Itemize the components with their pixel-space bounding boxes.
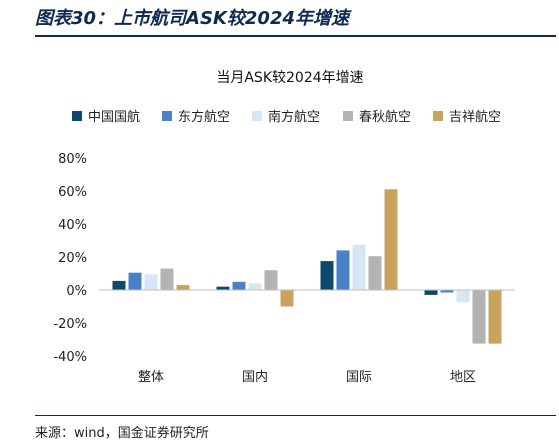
bar-1-2 (216, 286, 230, 290)
y-tick-label: 60% (58, 185, 87, 200)
y-tick-label: 40% (58, 218, 87, 233)
legend-label: 南方航空 (268, 109, 320, 125)
footer-divider (35, 415, 556, 416)
chart-title: 当月ASK较2024年增速 (216, 70, 363, 86)
bar-4-3 (368, 256, 382, 290)
y-tick-label: -20% (53, 317, 87, 332)
legend-label: 中国国航 (88, 109, 140, 125)
bar-3-4 (456, 290, 470, 303)
legend: 中国国航 东方航空 南方航空 春秋航空 吉祥航空 (72, 109, 501, 125)
x-category-label: 国内 (242, 369, 268, 385)
title-divider (35, 35, 556, 37)
legend-swatch (72, 111, 82, 121)
bar-4-4 (472, 290, 486, 344)
bar-2-2 (232, 281, 246, 291)
legend-swatch (252, 111, 262, 121)
bar-3-1 (144, 274, 158, 290)
x-category-label: 国际 (346, 370, 372, 385)
figure-title: 图表30：上市航司ASK较2024年增速 (35, 8, 349, 29)
legend-label: 春秋航空 (359, 109, 411, 125)
bar-1-1 (112, 280, 126, 290)
bar-5-4 (488, 290, 502, 344)
legend-swatch (162, 111, 172, 121)
bar-1-4 (424, 290, 438, 295)
bar-5-2 (280, 290, 294, 307)
y-tick-label: 80% (58, 152, 87, 167)
x-category-label: 整体 (138, 370, 164, 385)
legend-swatch (343, 111, 353, 121)
bar-3-2 (248, 283, 262, 290)
y-tick-label: -40% (53, 350, 87, 365)
source-note: 来源：wind，国金证券研究所 (35, 426, 209, 441)
x-axis: 整体 国内 国际 地区 (138, 369, 476, 385)
bar-4-1 (160, 268, 174, 290)
bar-3-3 (352, 244, 366, 290)
legend-label: 吉祥航空 (449, 109, 501, 125)
bar-2-3 (336, 250, 350, 290)
legend-swatch (433, 111, 443, 121)
bar-2-4 (440, 290, 454, 293)
y-axis: 80% 60% 40% 20% 0% -20% -40% (53, 152, 87, 365)
bar-1-3 (320, 261, 334, 290)
bars (112, 189, 502, 344)
x-category-label: 地区 (450, 370, 476, 385)
bar-2-1 (128, 272, 142, 290)
legend-label: 东方航空 (178, 109, 230, 125)
bar-5-1 (176, 285, 190, 290)
bar-4-2 (264, 270, 278, 290)
y-tick-label: 0% (66, 284, 87, 299)
y-tick-label: 20% (58, 251, 87, 266)
bar-5-3 (384, 189, 398, 290)
